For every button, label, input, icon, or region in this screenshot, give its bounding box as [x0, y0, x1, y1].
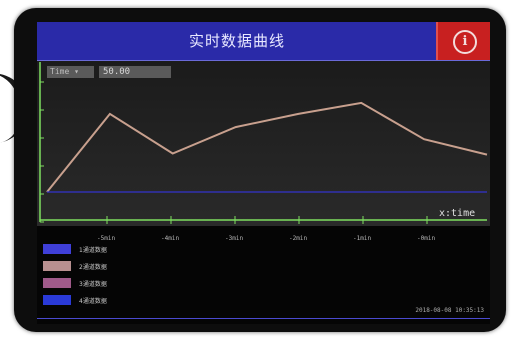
- x-ticks: [106, 216, 428, 224]
- x-tick-label: -2min: [289, 235, 308, 242]
- realtime-line-chart: [39, 62, 488, 224]
- hmi-screen: 实时数据曲线 i Time ▾ 50.00 x:time -5min -4min -…: [37, 22, 490, 324]
- alarm-icon: i: [453, 30, 477, 54]
- legend-item[interactable]: 4通道数据: [43, 293, 203, 309]
- x-tick-label: -1min: [353, 235, 372, 242]
- legend-swatch: [43, 278, 71, 288]
- x-axis-label: x:time: [439, 208, 476, 219]
- legend-item[interactable]: 3通道数据: [43, 276, 203, 292]
- legend-label: 3通道数据: [79, 281, 107, 288]
- alarm-button[interactable]: i: [436, 22, 490, 60]
- legend-label: 1通道数据: [79, 247, 107, 254]
- value-readout: 50.00: [99, 66, 171, 78]
- unit-select[interactable]: Time ▾: [47, 66, 94, 78]
- page-title: 实时数据曲线: [188, 32, 285, 50]
- y-ticks: [40, 81, 44, 223]
- legend-label: 2通道数据: [79, 264, 107, 271]
- status-timestamp: 2018-08-08 10:35:13: [415, 307, 484, 314]
- x-tick-label: -3min: [225, 235, 244, 242]
- x-tick-label: -5min: [97, 235, 116, 242]
- x-tick-label: -0min: [417, 235, 436, 242]
- legend-label: 4通道数据: [79, 298, 107, 305]
- bottom-divider: [37, 318, 490, 319]
- legend: 1通道数据 2通道数据 3通道数据 4通道数据: [43, 242, 203, 310]
- x-tick-label: -4min: [161, 235, 180, 242]
- legend-swatch: [43, 295, 71, 305]
- plot-area: [37, 61, 490, 226]
- title-bar: 实时数据曲线 i: [37, 22, 490, 61]
- series-layer: [46, 101, 488, 193]
- series-line-1: [46, 101, 488, 193]
- legend-swatch: [43, 261, 71, 271]
- legend-item[interactable]: 1通道数据: [43, 242, 203, 258]
- legend-swatch: [43, 244, 71, 254]
- legend-item[interactable]: 2通道数据: [43, 259, 203, 275]
